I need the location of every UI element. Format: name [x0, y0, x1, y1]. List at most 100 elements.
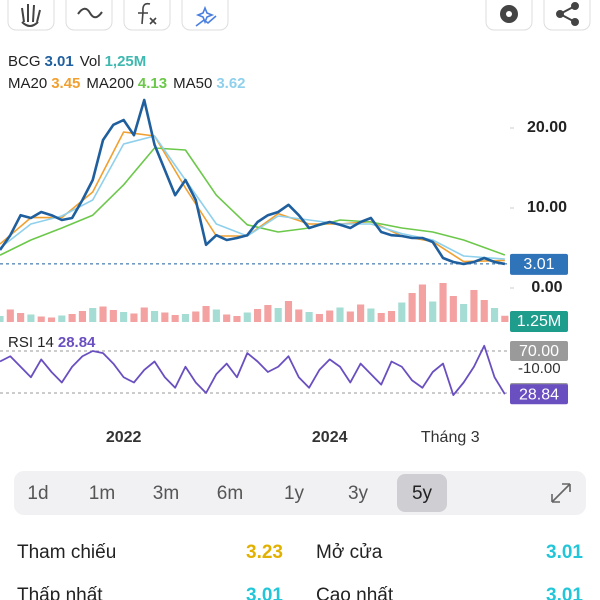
function-button[interactable] [123, 0, 171, 31]
volume-bar [212, 309, 220, 322]
stat-label: Tham chiếu [17, 542, 116, 563]
volume-bar [439, 283, 447, 322]
legend-value: 3.45 [51, 75, 80, 92]
legend-name: MA20 [8, 75, 47, 92]
price-tag [510, 253, 568, 275]
stat-label: Cao nhất [316, 585, 394, 600]
range-button[interactable]: 5y [412, 483, 433, 504]
volume-bar [58, 315, 66, 322]
volume-bar [120, 312, 128, 322]
price-line [0, 98, 506, 266]
stat-value: 3.01 [546, 585, 583, 600]
line-button[interactable] [65, 0, 113, 31]
volume-bar [243, 312, 251, 322]
volume-bar [367, 308, 375, 322]
volume-bar [130, 313, 138, 322]
legend-value: 4.13 [138, 75, 167, 92]
volume-bar [398, 302, 406, 322]
volume-bar [161, 312, 169, 322]
price-tag-label: 3.01 [523, 256, 554, 273]
range-selected [397, 474, 447, 512]
volume-bar [295, 309, 303, 322]
range-button[interactable]: 1y [284, 483, 305, 504]
volume-bar [408, 293, 416, 322]
share-button[interactable] [543, 0, 591, 31]
expand-icon[interactable] [551, 483, 571, 503]
volume-bar [6, 309, 14, 322]
legend-name: MA200 [86, 75, 134, 92]
volume-bar [68, 314, 76, 322]
volume-bar [326, 310, 334, 322]
ma-line [0, 131, 505, 263]
rsi-tag-label: 28.84 [519, 386, 559, 403]
y-tick-label: 0.00 [531, 279, 562, 296]
rsi-tick-tag [510, 341, 568, 361]
volume-tag [510, 311, 568, 332]
volume-bar [480, 300, 488, 322]
volume-bar [346, 311, 354, 322]
volume-tag-label: 1.25M [517, 313, 561, 330]
volume-bar [357, 304, 365, 322]
legend-value: 3.01 [45, 53, 74, 70]
volume-bar [377, 313, 385, 322]
range-buttons: 1d 1m 3m 6m 1y 3y 5y [27, 474, 447, 512]
legend-name: MA50 [173, 75, 212, 92]
volume-bar [336, 307, 344, 322]
volume-bar [17, 313, 25, 322]
range-button[interactable]: 1m [89, 483, 115, 504]
volume-bar [140, 307, 148, 322]
volume-bar [181, 314, 190, 322]
volume-bar [0, 316, 4, 322]
ai-button[interactable] [181, 0, 229, 31]
volume-bar [387, 311, 396, 322]
panel-cover [0, 418, 600, 430]
range-button[interactable]: 1d [27, 483, 48, 504]
rsi-extra-label: -10.00 [518, 360, 561, 377]
volume-bar [501, 315, 509, 322]
y-tick-label: 20.00 [527, 119, 567, 136]
volume-bar [305, 312, 313, 322]
volume-bar [460, 304, 468, 322]
stats: Tham chiếu 3.23 Mở cửa 3.01 Thấp nhất 3.01 Cao… [17, 542, 583, 600]
volume-bar [418, 284, 426, 322]
legend-value: 3.62 [216, 75, 245, 92]
volume-bar [37, 316, 45, 322]
volume-bar [27, 314, 35, 322]
volume-bar [284, 301, 293, 322]
ma-line [0, 147, 506, 256]
volume-bar [202, 306, 210, 322]
legend-value: 1,25M [105, 53, 147, 70]
legend-name: Vol [80, 53, 101, 70]
chart: 20.00 10.00 0.00 2022 2024 Tháng 3 3.01 1.25M -1… [0, 98, 600, 446]
range-button[interactable]: 6m [217, 483, 243, 504]
volume-bar [233, 316, 241, 322]
draw-button[interactable] [7, 0, 55, 31]
x-tick-label: 2022 [106, 429, 142, 446]
range-button[interactable]: 3m [153, 483, 179, 504]
x-tick-label: 2024 [312, 429, 348, 446]
volume-bar [47, 317, 56, 322]
x-tick-label: Tháng 3 [421, 429, 480, 446]
volume-bar [429, 301, 437, 322]
rsi-name: RSI 14 [8, 334, 54, 351]
toolbar-icons [21, 2, 579, 27]
stat-value: 3.01 [246, 585, 283, 600]
volume-bar [78, 311, 86, 322]
rsi-tag [510, 384, 568, 405]
volume-bar [254, 309, 262, 322]
volume-bar [89, 308, 97, 322]
stat-label: Mở cửa [316, 542, 383, 563]
stat-value: 3.23 [246, 542, 283, 563]
volume-bar [315, 314, 323, 322]
volume-bar [274, 308, 282, 322]
stat-label: Thấp nhất [17, 585, 103, 600]
legend-name: BCG [8, 53, 41, 70]
rsi-value: 28.84 [58, 334, 96, 351]
rsi-line [0, 344, 506, 396]
range-button[interactable]: 3y [348, 483, 369, 504]
y-tick-label: 10.00 [527, 199, 567, 216]
volume-bar [264, 305, 272, 322]
volume-bar [192, 311, 200, 322]
volume-bar [449, 296, 457, 322]
